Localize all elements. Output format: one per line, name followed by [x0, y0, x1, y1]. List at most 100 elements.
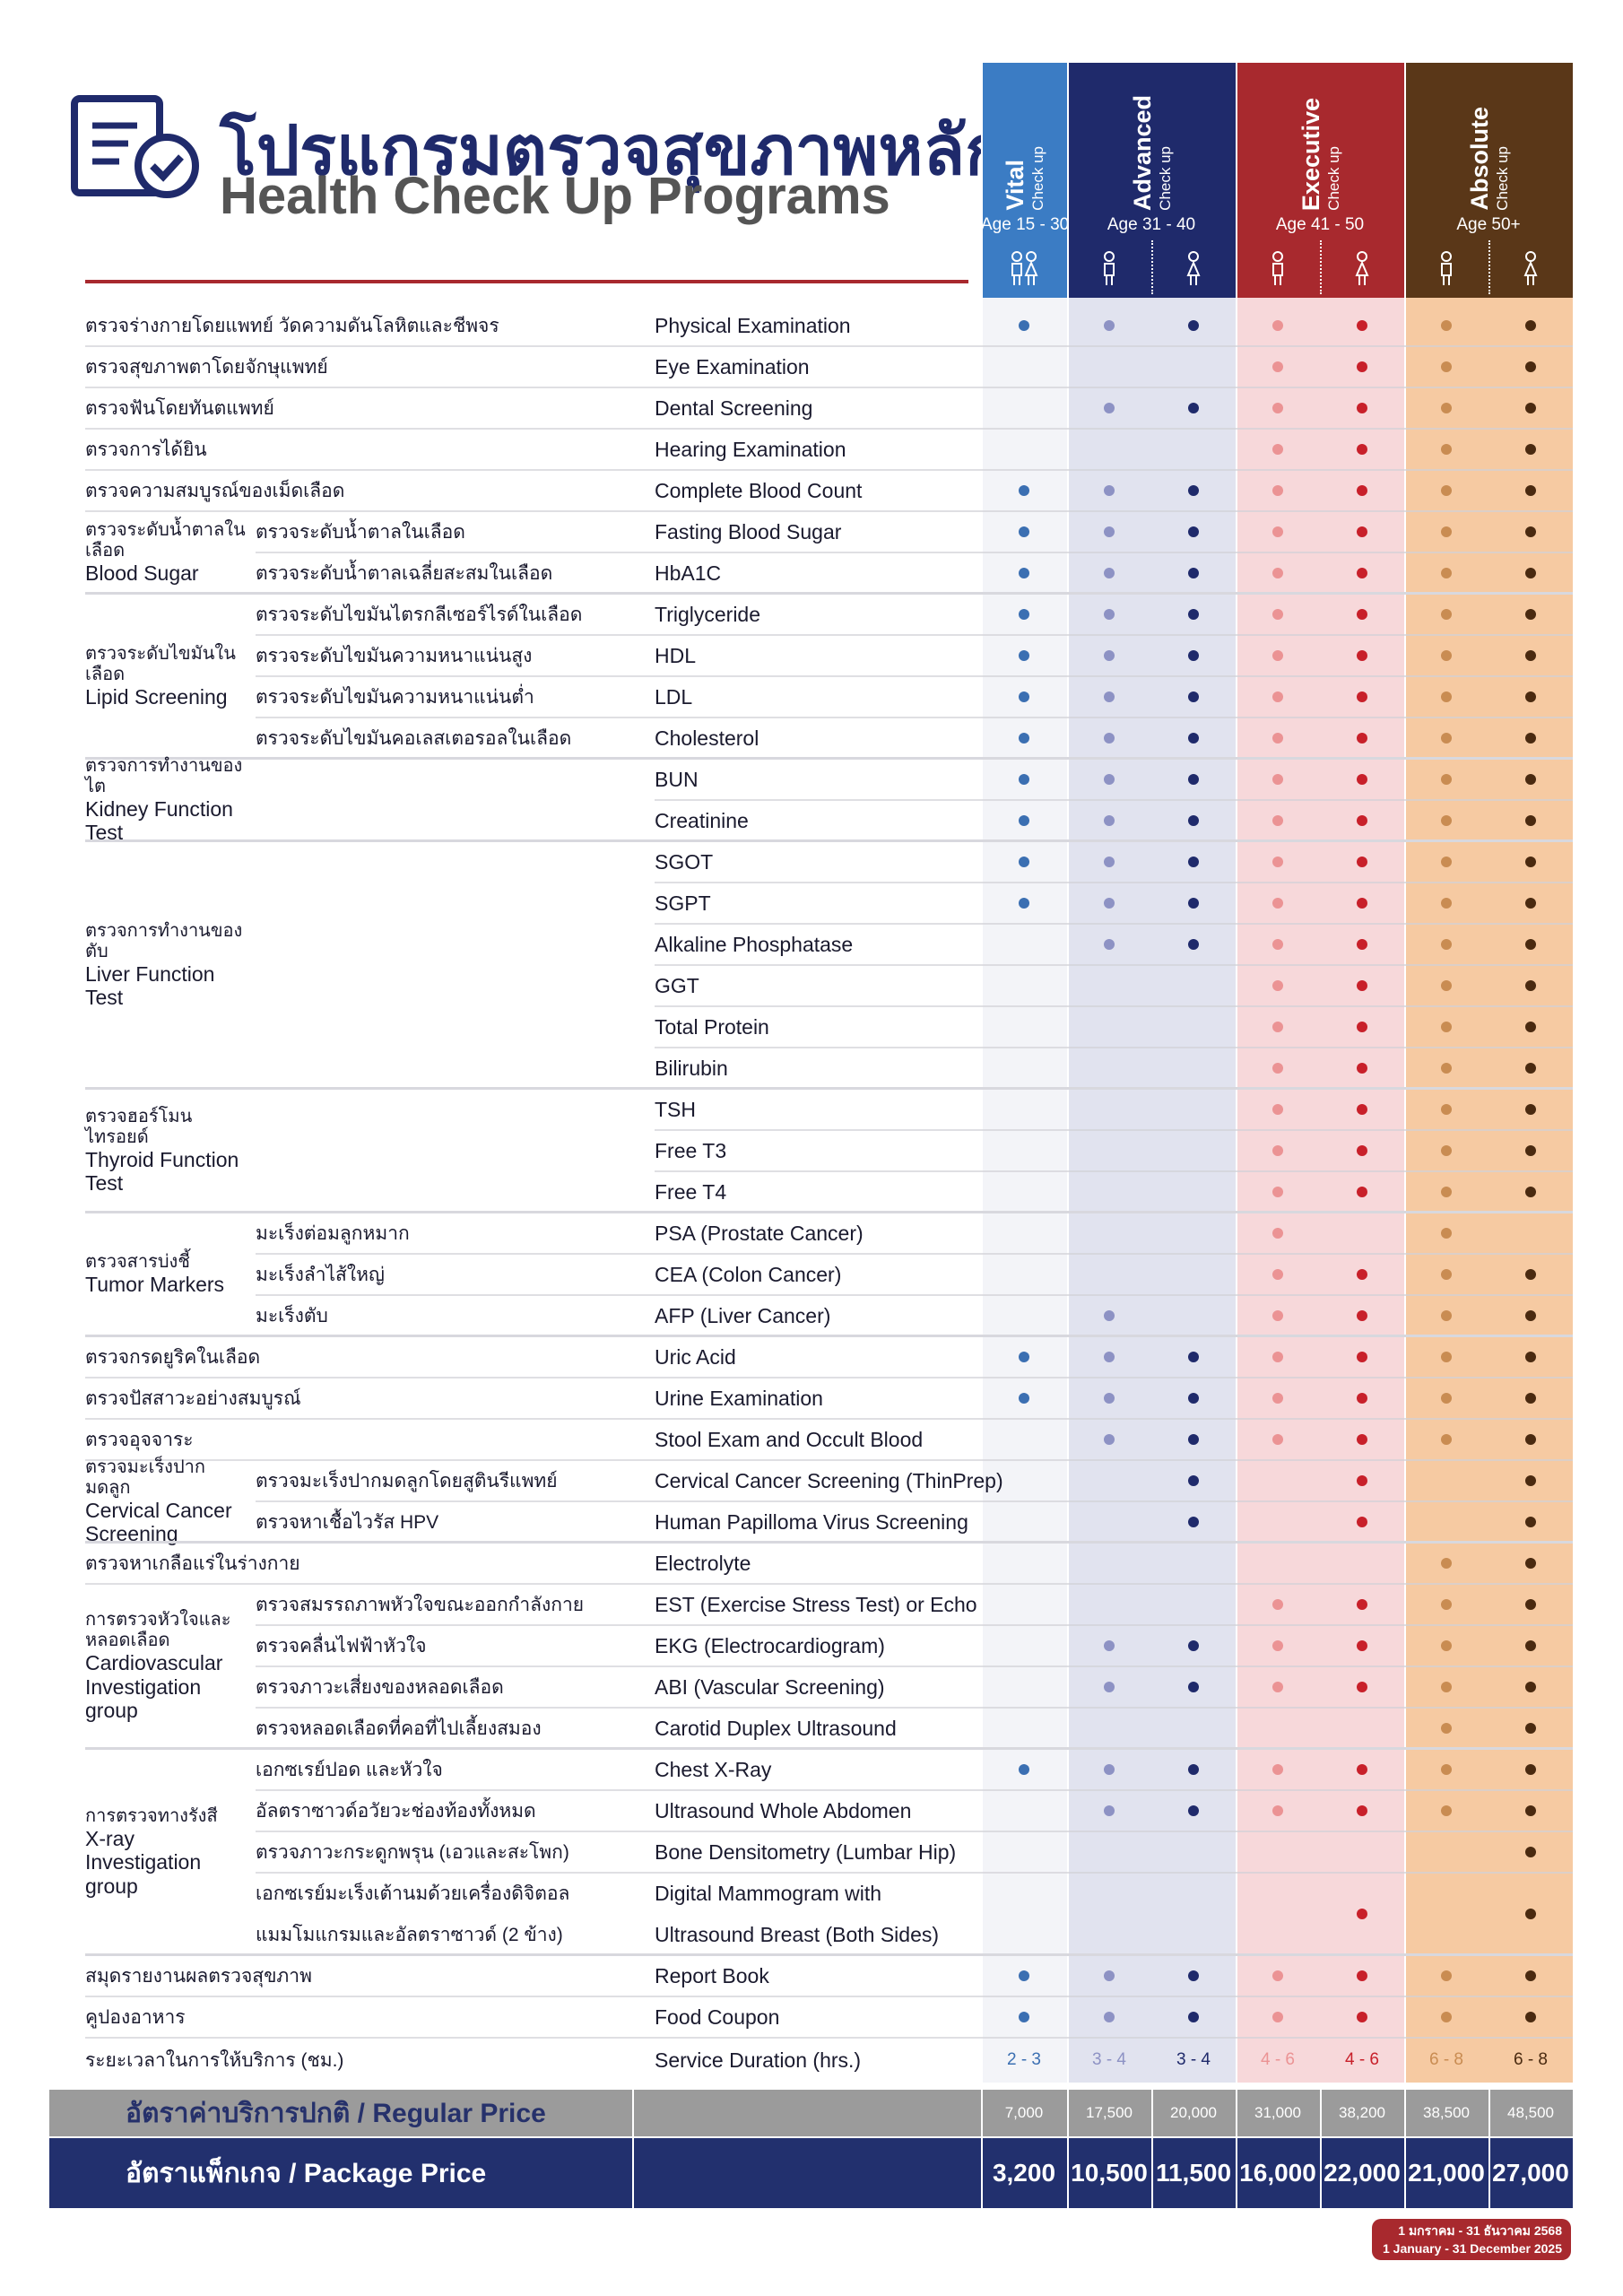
label-th: ตรวจระดับน้ำตาลเฉลี่ยสะสมในเลือด [256, 562, 553, 584]
label-th: ตรวจระดับไขมันคอเลสเตอรอลในเลือด [256, 727, 572, 749]
group-label: ตรวจระดับไขมันในเลือด Lipid Screening [85, 594, 247, 759]
row-rule [256, 1707, 1573, 1709]
price-band [49, 2090, 1573, 2136]
program-body [1404, 298, 1573, 2083]
dot [1441, 1393, 1452, 1404]
gender-icon [1320, 251, 1404, 289]
gender-icon [1404, 251, 1488, 289]
dot [1525, 898, 1536, 909]
row-rule [655, 964, 1573, 966]
dot [1357, 1063, 1367, 1074]
label-th: เอกซเรย์ปอด และหัวใจ [256, 1759, 443, 1780]
label-th: มะเร็งลำไส้ใหญ่ [256, 1264, 385, 1285]
price-value: 31,000 [1254, 2104, 1301, 2121]
dot [1104, 609, 1115, 620]
program-name-box: Advanced Check up [1067, 67, 1236, 211]
dot [1272, 1310, 1283, 1321]
group-label: ตรวจการทำงานของตับ Liver Function Test [85, 841, 247, 1089]
dot [1441, 568, 1452, 578]
group-th: ตรวจการทำงานของไต [85, 755, 243, 796]
label-th: ตรวจสมรรถภาพหัวใจขณะออกกำลังกาย [256, 1594, 585, 1615]
dot [1525, 815, 1536, 826]
duration-value: 6 - 8 [1513, 2050, 1549, 2069]
price-divider [1404, 2090, 1406, 2136]
dot [1525, 1558, 1536, 1569]
dot [1441, 1805, 1452, 1816]
dot [1019, 774, 1029, 785]
person-icon [1523, 251, 1538, 285]
program-name-box: Vital Check up [981, 67, 1067, 211]
label-en: Free T3 [655, 1138, 727, 1162]
label-th: สมุดรายงานผลตรวจสุขภาพ [85, 1965, 312, 1987]
dot [1441, 1145, 1452, 1156]
row-rule [256, 1294, 1573, 1296]
group-en: Kidney Function Test [85, 796, 233, 844]
label-th: ตรวจคลื่นไฟฟ้าหัวใจ [256, 1635, 427, 1657]
label-en: PSA (Prostate Cancer) [655, 1221, 864, 1245]
label-en: Service Duration (hrs.) [655, 2048, 862, 2072]
dot [1019, 1764, 1029, 1775]
dot [1019, 857, 1029, 867]
program-body [981, 298, 1067, 2083]
row-rule [85, 1377, 1573, 1378]
dot [1272, 857, 1283, 867]
label-en: BUN [655, 767, 699, 791]
label-en: SGPT [655, 891, 711, 915]
dot [1441, 1022, 1452, 1032]
dot [1104, 815, 1115, 826]
price-value: 22,000 [1324, 2159, 1401, 2187]
price-value: 48,500 [1507, 2104, 1554, 2121]
dot [1272, 774, 1283, 785]
dot [1441, 1104, 1452, 1115]
dot [1357, 1022, 1367, 1032]
dot [1188, 403, 1199, 413]
dot [1441, 1640, 1452, 1651]
dot [1104, 568, 1115, 578]
label-en: Hearing Examination [655, 437, 846, 461]
program-header [981, 63, 1067, 298]
dot [1188, 939, 1199, 950]
dot [1525, 403, 1536, 413]
label-en: Fasting Blood Sugar [655, 519, 842, 544]
dot [1357, 733, 1367, 744]
price-value: 21,000 [1408, 2159, 1485, 2187]
dot [1357, 691, 1367, 702]
dot [1272, 526, 1283, 537]
dot [1525, 980, 1536, 991]
dot [1019, 526, 1029, 537]
dot [1441, 1434, 1452, 1445]
dot [1019, 733, 1029, 744]
person-icon [1104, 251, 1115, 285]
dot [1525, 1909, 1536, 1919]
dot [1357, 320, 1367, 331]
program-sub: Check up [1324, 146, 1342, 211]
dot [1441, 733, 1452, 744]
sub-divider [1320, 240, 1322, 294]
program-sub: Check up [1493, 146, 1511, 211]
dot [1104, 1640, 1115, 1651]
row-rule [85, 2037, 1573, 2039]
dot [1019, 815, 1029, 826]
group-en: X-ray Investigation group [85, 1826, 202, 1898]
dot [1104, 857, 1115, 867]
dot [1525, 733, 1536, 744]
program-sub: Check up [1156, 146, 1174, 211]
label-th: คูปองอาหาร [85, 2006, 186, 2028]
label-en: Food Coupon [655, 2005, 780, 2029]
checklist-icon [71, 95, 199, 198]
title-rule [85, 280, 968, 283]
price-band [49, 2138, 1573, 2208]
dot [1272, 1352, 1283, 1362]
label-en: Triglyceride [655, 602, 761, 626]
dot [1104, 939, 1115, 950]
price-value: 3,200 [992, 2159, 1056, 2187]
dot [1441, 403, 1452, 413]
dot [1525, 2012, 1536, 2022]
dot [1357, 815, 1367, 826]
dot [1525, 1310, 1536, 1321]
dot [1441, 1187, 1452, 1197]
dot [1357, 1393, 1367, 1404]
dot [1188, 1434, 1199, 1445]
program-name: Advanced [1128, 94, 1156, 211]
